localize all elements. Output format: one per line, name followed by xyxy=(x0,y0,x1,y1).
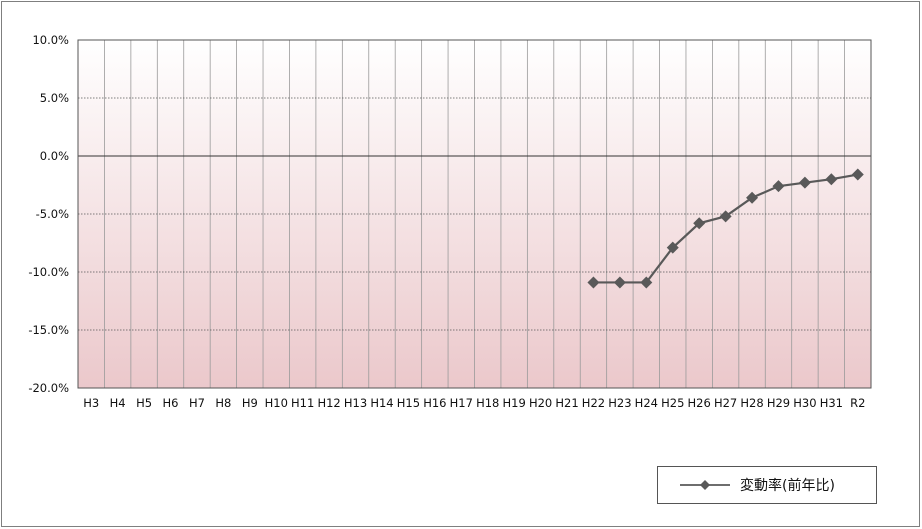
x-tick-label: H8 xyxy=(215,396,231,410)
y-tick-label: -20.0% xyxy=(28,381,69,395)
x-tick-label: H9 xyxy=(242,396,258,410)
data-point-marker xyxy=(719,210,732,223)
data-point-marker xyxy=(772,180,785,193)
x-tick-label: H31 xyxy=(820,396,843,410)
x-tick-label: H27 xyxy=(714,396,737,410)
x-tick-label: H22 xyxy=(582,396,605,410)
x-tick-label: H4 xyxy=(110,396,126,410)
x-tick-label: H11 xyxy=(291,396,314,410)
x-tick-label: H24 xyxy=(635,396,658,410)
y-tick-label: 5.0% xyxy=(40,91,69,105)
x-tick-label: H26 xyxy=(688,396,711,410)
x-tick-label: H18 xyxy=(476,396,499,410)
data-point-marker xyxy=(825,173,838,186)
data-point-marker xyxy=(798,176,811,189)
x-tick-label: H21 xyxy=(555,396,578,410)
legend: 変動率(前年比) xyxy=(657,466,877,504)
x-tick-label: H30 xyxy=(793,396,816,410)
x-tick-label: H12 xyxy=(317,396,340,410)
plot-border xyxy=(77,39,872,389)
x-tick-label: H5 xyxy=(136,396,152,410)
legend-line-diamond-icon xyxy=(680,480,730,490)
x-tick-label: H19 xyxy=(503,396,526,410)
y-tick-label: 0.0% xyxy=(40,149,69,163)
x-tick-label: H7 xyxy=(189,396,205,410)
legend-label: 変動率(前年比) xyxy=(740,478,835,494)
x-tick-label: H13 xyxy=(344,396,367,410)
x-tick-label: H16 xyxy=(423,396,446,410)
data-point-marker xyxy=(851,168,864,181)
y-tick-label: -15.0% xyxy=(28,323,69,337)
x-tick-label: H3 xyxy=(83,396,99,410)
x-tick-label: H10 xyxy=(265,396,288,410)
data-point-marker xyxy=(640,276,653,289)
x-tick-label: H15 xyxy=(397,396,420,410)
x-tick-label: H25 xyxy=(661,396,684,410)
y-tick-label: -5.0% xyxy=(36,207,69,221)
data-point-marker xyxy=(587,276,600,289)
data-point-marker xyxy=(666,241,679,254)
x-tick-label: H20 xyxy=(529,396,552,410)
x-tick-label: H14 xyxy=(370,396,393,410)
data-point-marker xyxy=(746,191,759,204)
data-point-marker xyxy=(613,276,626,289)
x-tick-label: H29 xyxy=(767,396,790,410)
x-tick-label: H17 xyxy=(450,396,473,410)
data-point-marker xyxy=(693,217,706,230)
x-tick-label: H23 xyxy=(608,396,631,410)
y-tick-label: -10.0% xyxy=(28,265,69,279)
x-tick-label: R2 xyxy=(850,396,865,410)
x-tick-label: H6 xyxy=(163,396,179,410)
x-tick-label: H28 xyxy=(740,396,763,410)
y-tick-label: 10.0% xyxy=(32,33,69,47)
